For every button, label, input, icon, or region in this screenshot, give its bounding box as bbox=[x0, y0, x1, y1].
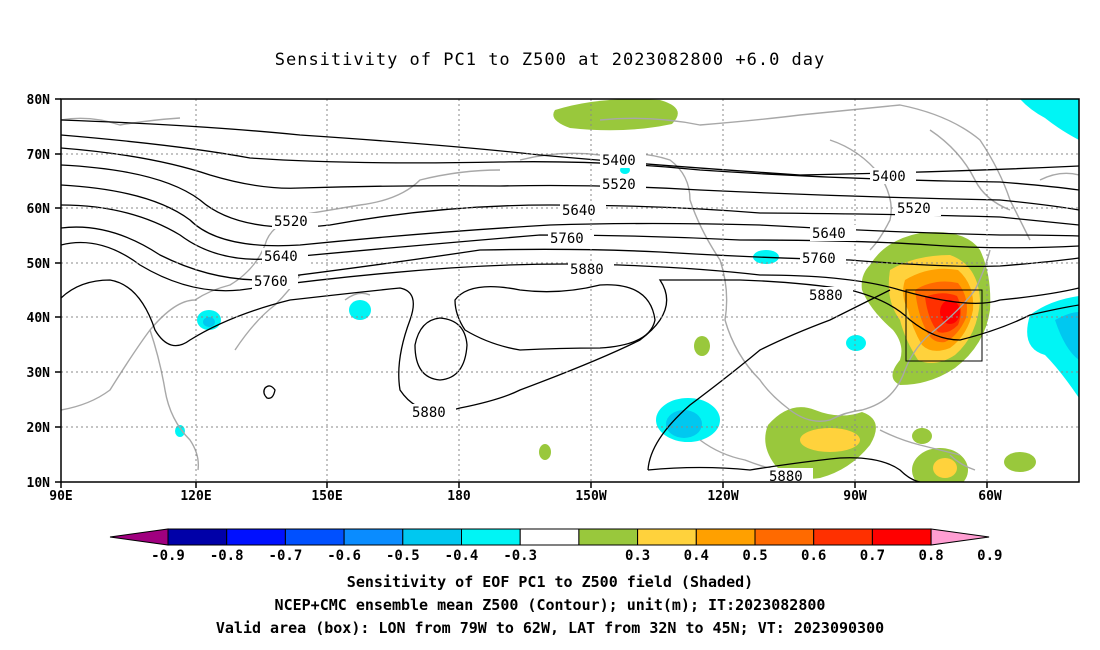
contour-label-5880: 5880 bbox=[570, 262, 604, 278]
lat-label: 70N bbox=[27, 148, 51, 163]
colorbar-segment bbox=[402, 528, 462, 546]
lon-label: 120E bbox=[180, 489, 211, 504]
contour-label-5640: 5640 bbox=[562, 203, 596, 219]
contour-label-5520: 5520 bbox=[274, 214, 308, 230]
plot-frame bbox=[60, 98, 1080, 483]
lon-label: 150W bbox=[575, 489, 606, 504]
colorbar-segment bbox=[519, 528, 580, 546]
lat-label: 30N bbox=[27, 366, 51, 381]
contour-labels: 5400 5400 5520 5520 5520 5640 5640 5640 … bbox=[252, 152, 941, 485]
lon-label: 150E bbox=[311, 489, 342, 504]
colorbar-label: 0.4 bbox=[684, 548, 709, 564]
colorbar-segment bbox=[461, 528, 521, 546]
colorbar-label: 0.7 bbox=[860, 548, 885, 564]
colorbar-segment bbox=[813, 528, 873, 546]
shade-pacific-negative-a bbox=[349, 300, 371, 320]
colorbar-over-arrow bbox=[930, 528, 990, 546]
colorbar-segment bbox=[167, 528, 228, 546]
colorbar-label: -0.4 bbox=[445, 548, 479, 564]
contour-label-5640: 5640 bbox=[264, 249, 298, 265]
colorbar-label: -0.3 bbox=[503, 548, 537, 564]
lon-label: 120W bbox=[707, 489, 738, 504]
lon-labels: 90E 120E 150E 180 150W 120W 90W 60W bbox=[49, 489, 1002, 504]
contour-label-5880: 5880 bbox=[809, 288, 843, 304]
colorbar-segment bbox=[226, 528, 286, 546]
lon-label: 90W bbox=[843, 489, 867, 504]
colorbar-segment bbox=[578, 528, 639, 546]
colorbar-label: 0.9 bbox=[977, 548, 1002, 564]
map-title: Sensitivity of PC1 to Z500 at 2023082800… bbox=[274, 50, 826, 70]
lat-labels: 80N 70N 60N 50N 40N 30N 20N 10N bbox=[27, 93, 51, 491]
graticule bbox=[61, 99, 1079, 482]
colorbar-label: 0.3 bbox=[625, 548, 650, 564]
colorbar-label: -0.8 bbox=[210, 548, 244, 564]
lon-label: 180 bbox=[447, 489, 471, 504]
contour-label-5400: 5400 bbox=[872, 169, 906, 185]
contour-label-5520: 5520 bbox=[897, 201, 931, 217]
colorbar-label: -0.7 bbox=[269, 548, 303, 564]
lat-label: 10N bbox=[27, 476, 51, 491]
lat-label: 20N bbox=[27, 421, 51, 436]
lat-label: 80N bbox=[27, 93, 51, 108]
contour-label-5760: 5760 bbox=[550, 231, 584, 247]
valid-area-box bbox=[905, 289, 983, 362]
footer-line-1: Sensitivity of EOF PC1 to Z500 field (Sh… bbox=[346, 573, 754, 591]
shade-arctic-positive bbox=[553, 99, 678, 131]
footer-line-2: NCEP+CMC ensemble mean Z500 (Contour); u… bbox=[274, 596, 826, 614]
colorbar-segment bbox=[284, 528, 345, 546]
z500-contours bbox=[61, 119, 1079, 482]
lat-label: 40N bbox=[27, 311, 51, 326]
contour-label-5400: 5400 bbox=[602, 153, 636, 169]
colorbar-segment bbox=[754, 528, 815, 546]
shade-arctic-negative bbox=[1020, 99, 1079, 140]
colorbar-label: -0.5 bbox=[386, 548, 420, 564]
lon-label: 90E bbox=[49, 489, 72, 504]
colorbar: -0.9 -0.8 -0.7 -0.6 -0.5 -0.4 -0.3 0.3 0.4 0.5 0.6… bbox=[109, 528, 1002, 564]
colorbar-label: -0.6 bbox=[327, 548, 361, 564]
coastlines bbox=[61, 104, 1079, 476]
contour-label-5760: 5760 bbox=[254, 274, 288, 290]
contour-label-5880: 5880 bbox=[769, 469, 803, 485]
colorbar-segment bbox=[695, 528, 756, 546]
colorbar-label: 0.5 bbox=[742, 548, 767, 564]
colorbar-segment bbox=[871, 528, 932, 546]
lon-label: 60W bbox=[978, 489, 1002, 504]
contour-label-5520: 5520 bbox=[602, 177, 636, 193]
footer-line-3: Valid area (box): LON from 79W to 62W, L… bbox=[215, 619, 885, 637]
colorbar-label: 0.8 bbox=[918, 548, 943, 564]
colorbar-segment bbox=[343, 528, 404, 546]
colorbar-label: -0.9 bbox=[151, 548, 185, 564]
axis-ticks bbox=[55, 98, 988, 488]
lat-label: 60N bbox=[27, 202, 51, 217]
colorbar-segment bbox=[637, 528, 697, 546]
contour-label-5760: 5760 bbox=[802, 251, 836, 267]
contour-label-5880: 5880 bbox=[412, 405, 446, 421]
colorbar-label: 0.6 bbox=[801, 548, 826, 564]
colorbar-under-arrow bbox=[109, 528, 169, 546]
contour-label-5640: 5640 bbox=[812, 226, 846, 242]
lat-label: 50N bbox=[27, 257, 51, 272]
